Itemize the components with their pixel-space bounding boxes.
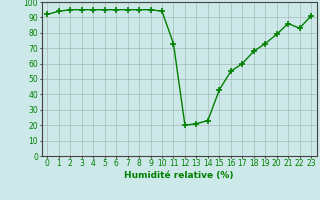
X-axis label: Humidité relative (%): Humidité relative (%) xyxy=(124,171,234,180)
